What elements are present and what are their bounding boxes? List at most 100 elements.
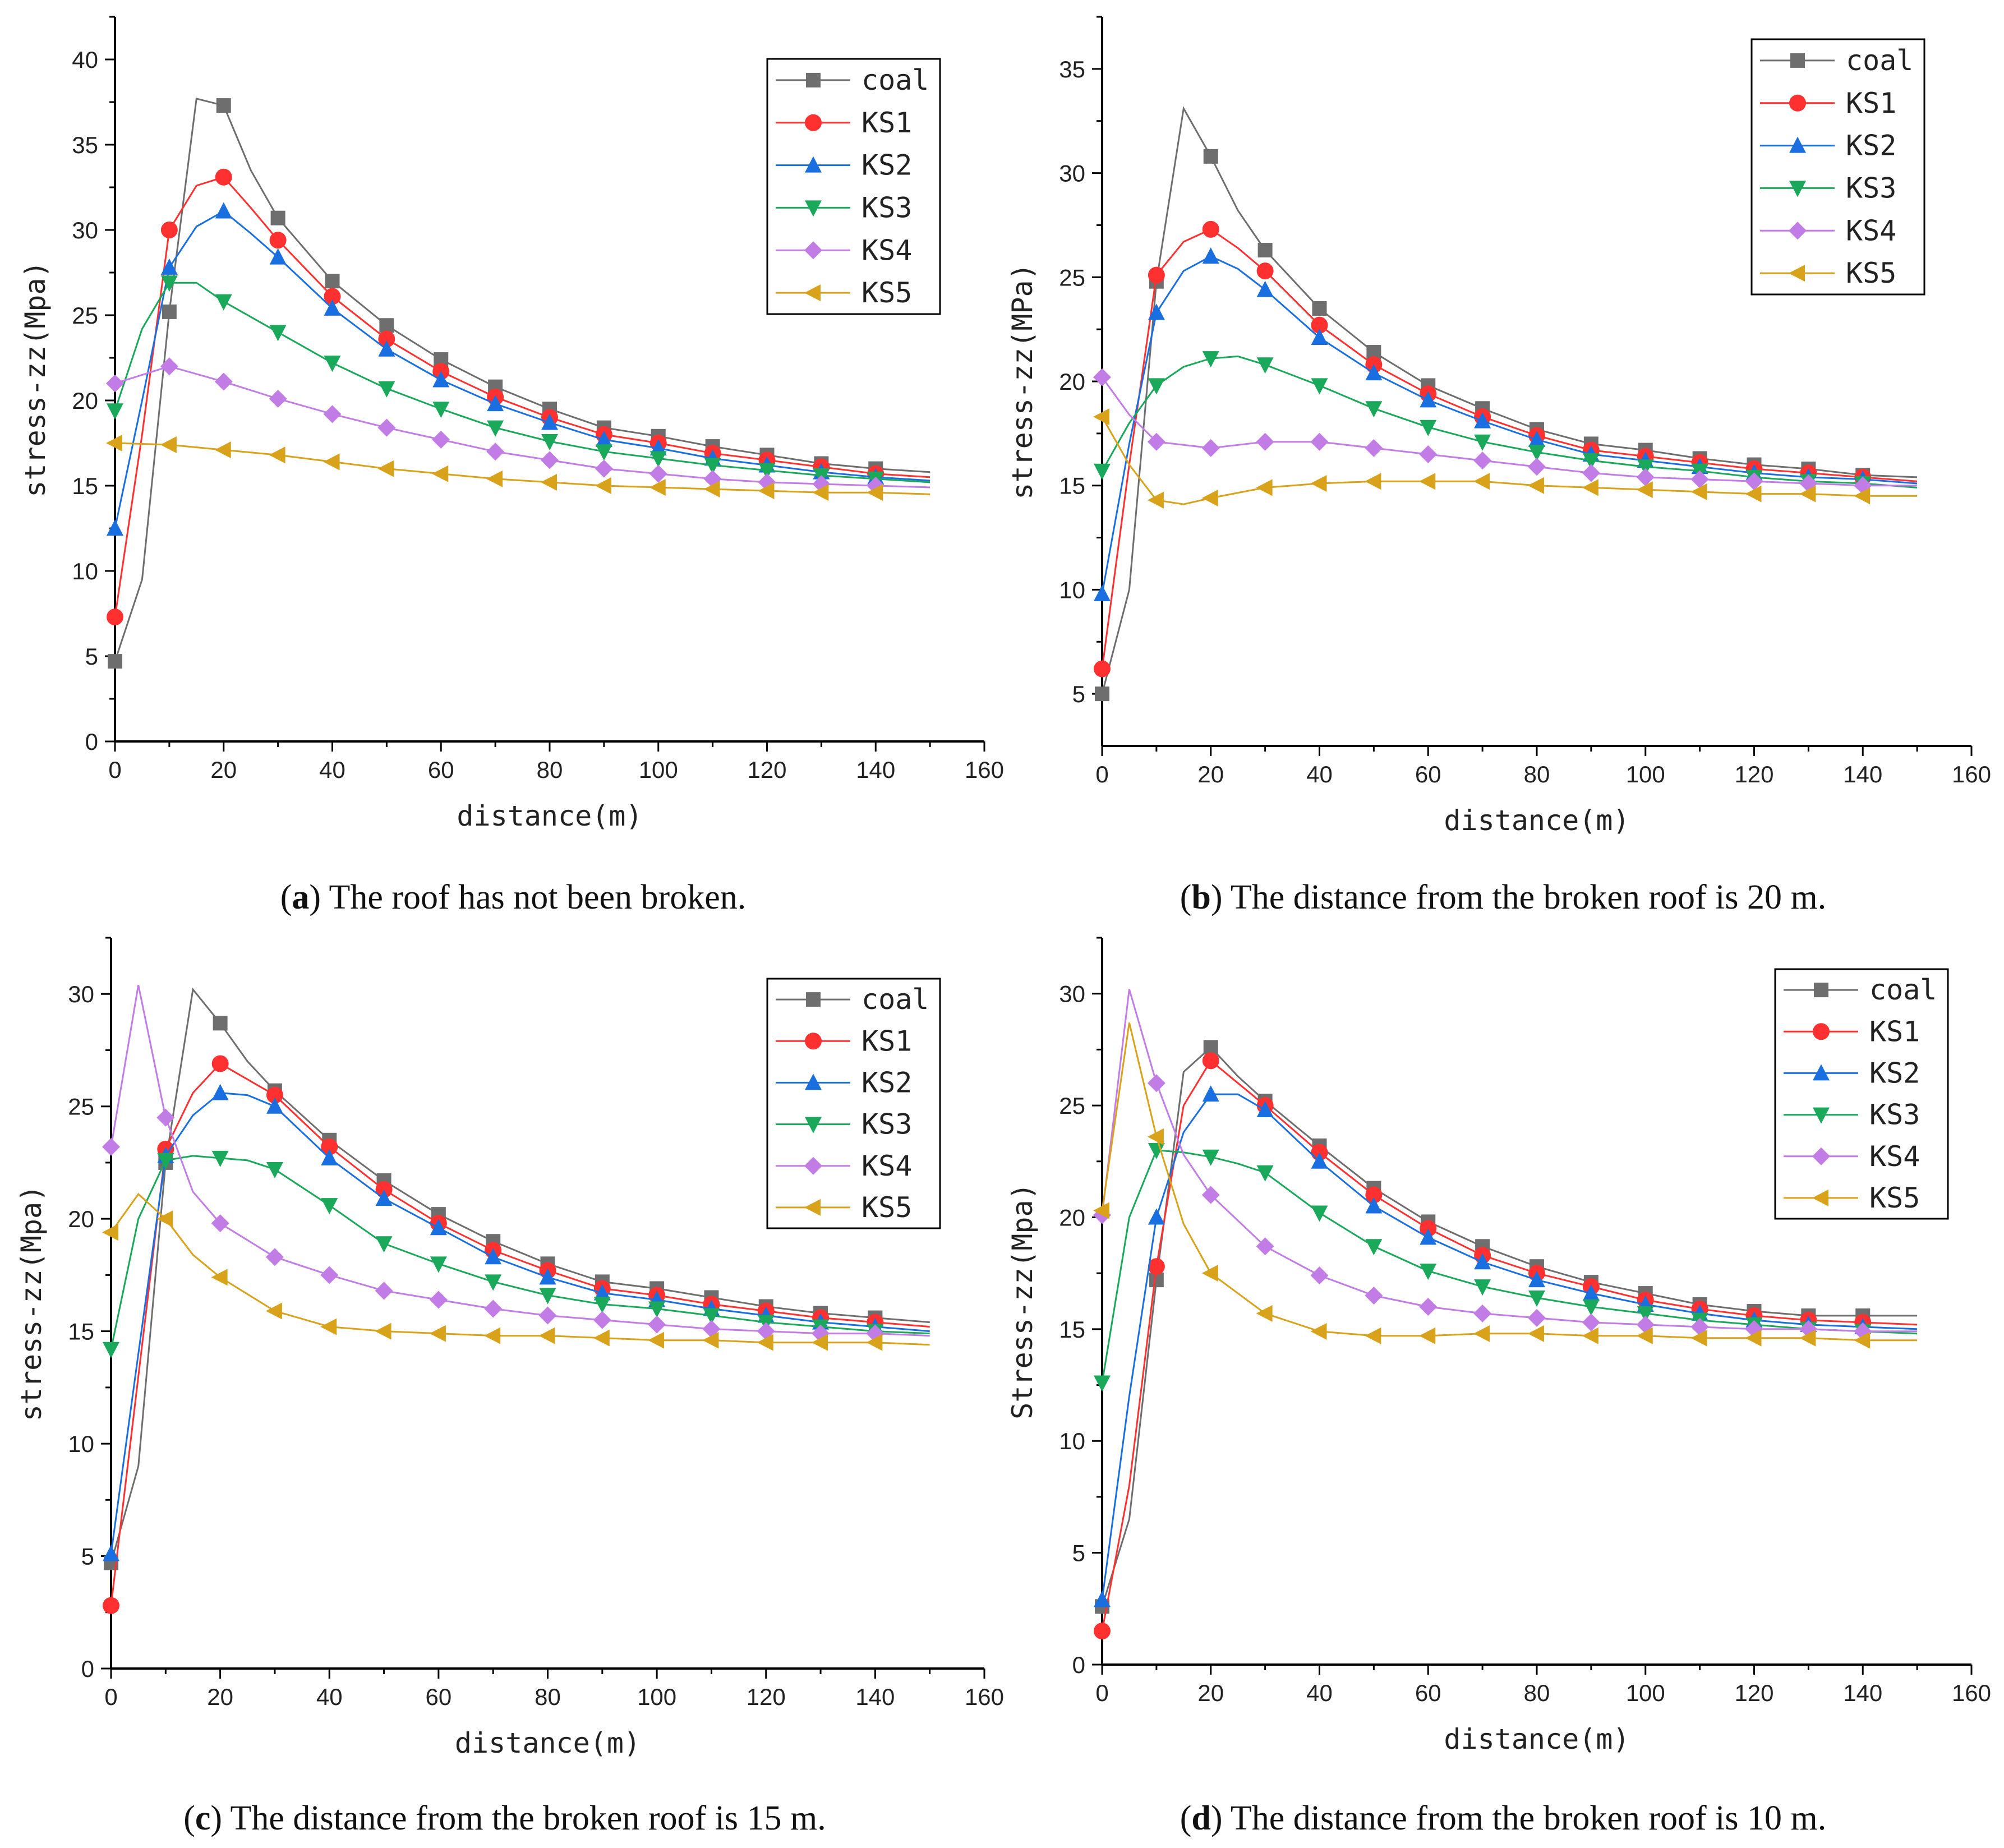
data-point-ks3: [1637, 459, 1654, 476]
data-point-ks3: [1311, 378, 1328, 395]
legend-label-ks4: KS4: [1846, 214, 1896, 247]
data-point-ks3: [593, 1297, 611, 1314]
data-point-ks3: [649, 451, 667, 468]
data-point-ks4: [541, 451, 559, 469]
x-tick-label: 120: [1734, 1680, 1773, 1706]
data-point-ks3: [1528, 1291, 1545, 1307]
data-point-ks3: [1365, 401, 1383, 418]
series-line-ks5: [1101, 416, 1918, 505]
data-point-coal: [216, 98, 231, 113]
data-point-ks2: [1420, 1228, 1437, 1245]
data-point-ks4: [649, 464, 667, 483]
data-point-ks2: [269, 248, 287, 265]
data-point-ks3: [704, 458, 721, 474]
data-point-ks2: [215, 202, 232, 219]
legend-label-ks5: KS5: [1869, 1182, 1920, 1214]
y-tick-label: 30: [1059, 981, 1085, 1007]
legend-label-ks3: KS3: [862, 1108, 912, 1141]
data-point-ks3: [432, 402, 450, 418]
data-point-ks5: [429, 1325, 446, 1342]
data-point-ks1: [1256, 262, 1274, 280]
legend-marker-ks3: [805, 200, 822, 217]
legend-label-ks3: KS3: [862, 191, 912, 224]
data-point-ks2: [1148, 303, 1165, 320]
data-point-ks5: [486, 470, 503, 487]
data-point-ks1: [1148, 266, 1165, 284]
data-point-ks4: [1528, 458, 1546, 476]
data-point-ks5: [812, 484, 829, 501]
legend-marker-ks1: [1813, 1023, 1830, 1040]
data-point-ks5: [320, 1318, 337, 1335]
data-point-ks5: [160, 436, 177, 454]
caption-d-letter: d: [1191, 1799, 1210, 1837]
data-point-coal: [1257, 243, 1273, 257]
data-point-ks2: [430, 1219, 447, 1236]
y-tick-label: 25: [68, 1094, 94, 1120]
data-point-ks3: [266, 1162, 283, 1178]
x-tick-label: 40: [1306, 761, 1333, 787]
data-point-ks2: [1528, 431, 1545, 447]
data-point-ks5: [1690, 483, 1707, 500]
data-point-ks5: [867, 484, 883, 501]
data-point-ks5: [1419, 1327, 1436, 1344]
data-point-ks2: [1365, 364, 1383, 381]
data-point-ks2: [541, 413, 558, 430]
x-tick-label: 160: [965, 757, 1004, 783]
data-point-ks2: [266, 1097, 283, 1114]
series-line-ks2: [1101, 255, 1918, 595]
data-point-ks4: [432, 430, 450, 449]
data-point-ks2: [1202, 247, 1219, 264]
data-point-ks1: [1202, 1052, 1219, 1070]
y-tick-label: 20: [1059, 1204, 1085, 1231]
data-point-coal: [213, 1016, 228, 1031]
caption-c: (c) The distance from the broken roof is…: [183, 1799, 826, 1837]
series-line-ks4: [114, 365, 930, 489]
data-point-ks4: [1256, 432, 1274, 451]
legend-label-ks3: KS3: [1846, 172, 1896, 204]
data-point-ks2: [1474, 1253, 1491, 1270]
legend-marker-ks2: [1813, 1064, 1830, 1081]
y-tick-label: 5: [85, 643, 98, 670]
data-point-ks4: [375, 1282, 393, 1300]
series-line-ks4: [1101, 989, 1918, 1333]
data-point-ks3: [541, 434, 558, 450]
data-point-ks5: [106, 435, 122, 451]
data-point-ks5: [1582, 1327, 1598, 1344]
data-point-ks3: [1311, 1205, 1328, 1222]
x-tick-label: 80: [1524, 1680, 1550, 1706]
data-point-ks3: [157, 1153, 174, 1169]
caption-b: (b) The distance from the broken roof is…: [1180, 878, 1827, 916]
data-point-ks2: [593, 1284, 611, 1301]
legend-label-ks2: KS2: [862, 149, 912, 182]
series-line-ks5: [114, 442, 930, 495]
data-point-ks5: [702, 1331, 719, 1349]
data-point-ks1: [1094, 1623, 1111, 1640]
data-point-ks5: [323, 453, 340, 471]
legend-marker-ks4: [804, 241, 822, 260]
x-tick-label: 20: [207, 1684, 233, 1710]
x-tick-label: 60: [426, 1684, 452, 1710]
caption-b-letter: b: [1191, 878, 1210, 916]
data-point-ks1: [375, 1181, 393, 1199]
data-point-ks3: [1637, 1306, 1654, 1322]
data-point-ks5: [375, 1322, 391, 1340]
legend-marker-ks2: [805, 1073, 822, 1090]
caption-c-text: The distance from the broken roof is 15 …: [222, 1799, 826, 1837]
legend-box: [766, 978, 941, 1229]
legend-label-ks5: KS5: [862, 1191, 912, 1224]
data-point-ks5: [1745, 485, 1762, 503]
data-point-ks1: [1202, 220, 1219, 238]
y-tick-label: 25: [72, 302, 98, 329]
x-tick-label: 60: [1415, 761, 1441, 787]
data-point-ks4: [1365, 439, 1383, 457]
data-point-ks4: [1419, 1297, 1438, 1316]
y-tick-label: 25: [1059, 264, 1085, 291]
data-point-ks5: [538, 1327, 555, 1344]
data-point-ks5: [812, 1334, 828, 1351]
x-tick-label: 40: [316, 1684, 343, 1710]
legend-marker-ks3: [1789, 181, 1806, 197]
legend-label-ks2: KS2: [1869, 1057, 1920, 1089]
caption-d: (d) The distance from the broken roof is…: [1180, 1799, 1827, 1837]
data-point-ks4: [1419, 445, 1438, 463]
x-tick-label: 160: [1952, 761, 1991, 787]
